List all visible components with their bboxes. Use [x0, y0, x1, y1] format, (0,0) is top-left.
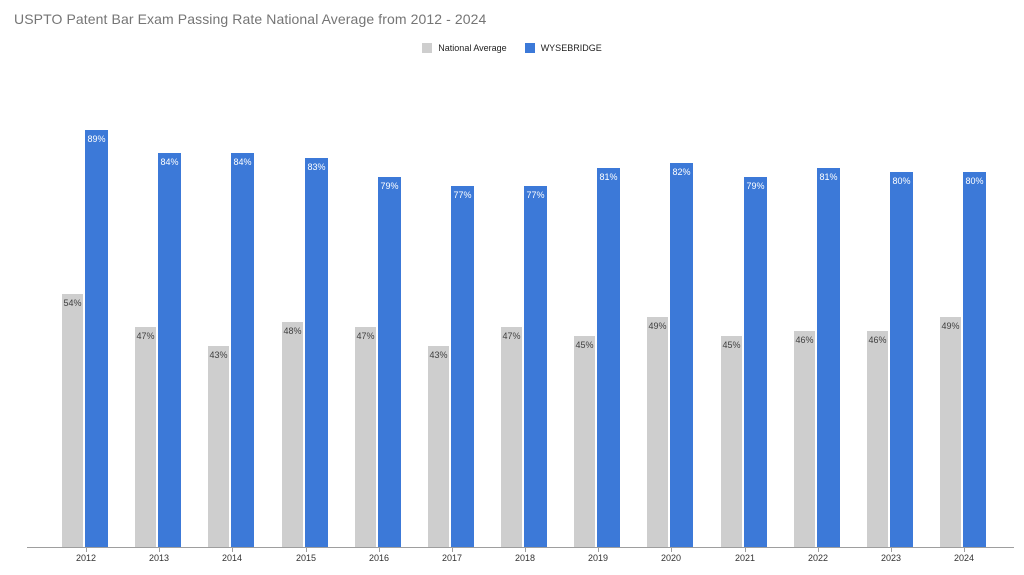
bar-value-label: 77%: [453, 190, 472, 200]
bar-national-average-2013[interactable]: 47%: [135, 327, 156, 547]
bar-value-label: 45%: [722, 340, 741, 350]
x-axis-tick: [964, 548, 965, 552]
bar-wysebridge-2022[interactable]: 81%: [817, 168, 840, 547]
bar-national-average-2022[interactable]: 46%: [794, 331, 815, 547]
bar-value-label: 48%: [283, 326, 302, 336]
x-axis-label-2024: 2024: [953, 553, 975, 563]
bar-value-label: 49%: [648, 321, 667, 331]
bar-national-average-2017[interactable]: 43%: [428, 346, 449, 547]
x-axis-tick: [525, 548, 526, 552]
bar-national-average-2016[interactable]: 47%: [355, 327, 376, 547]
legend-swatch-national-average-icon: [422, 43, 433, 53]
bar-value-label: 54%: [63, 298, 82, 308]
x-axis-line: [27, 547, 1014, 548]
bar-national-average-2012[interactable]: 54%: [62, 294, 83, 547]
x-axis-label-2020: 2020: [660, 553, 682, 563]
bar-national-average-2018[interactable]: 47%: [501, 327, 522, 547]
bar-wysebridge-2021[interactable]: 79%: [744, 177, 767, 547]
bar-wysebridge-2024[interactable]: 80%: [963, 172, 986, 547]
bar-wysebridge-2019[interactable]: 81%: [597, 168, 620, 547]
x-axis-tick: [891, 548, 892, 552]
bar-value-label: 49%: [941, 321, 960, 331]
x-axis-tick: [379, 548, 380, 552]
bar-wysebridge-2017[interactable]: 77%: [451, 186, 474, 547]
legend-swatch-wysebridge-icon: [524, 43, 535, 53]
x-axis-tick: [671, 548, 672, 552]
x-axis-tick: [452, 548, 453, 552]
x-axis-label-2017: 2017: [441, 553, 463, 563]
bar-value-label: 81%: [599, 172, 618, 182]
bar-national-average-2023[interactable]: 46%: [867, 331, 888, 547]
bar-value-label: 84%: [233, 157, 252, 167]
bar-value-label: 79%: [746, 181, 765, 191]
x-axis-tick: [598, 548, 599, 552]
x-axis-label-2012: 2012: [75, 553, 97, 563]
bar-wysebridge-2016[interactable]: 79%: [378, 177, 401, 547]
bar-value-label: 46%: [795, 335, 814, 345]
bar-national-average-2020[interactable]: 49%: [647, 317, 668, 547]
x-axis-tick: [306, 548, 307, 552]
bar-wysebridge-2020[interactable]: 82%: [670, 163, 693, 547]
legend: National Average WYSEBRIDGE: [0, 43, 1024, 53]
bar-value-label: 79%: [380, 181, 399, 191]
bar-wysebridge-2014[interactable]: 84%: [231, 153, 254, 547]
x-axis-tick: [818, 548, 819, 552]
x-axis-label-2023: 2023: [880, 553, 902, 563]
bar-national-average-2024[interactable]: 49%: [940, 317, 961, 547]
bar-value-label: 47%: [136, 331, 155, 341]
bar-value-label: 83%: [307, 162, 326, 172]
x-axis-label-2019: 2019: [587, 553, 609, 563]
x-axis-tick: [86, 548, 87, 552]
bar-national-average-2021[interactable]: 45%: [721, 336, 742, 547]
bar-wysebridge-2015[interactable]: 83%: [305, 158, 328, 547]
x-axis-label-2013: 2013: [148, 553, 170, 563]
bar-wysebridge-2013[interactable]: 84%: [158, 153, 181, 547]
x-axis-tick: [232, 548, 233, 552]
bar-value-label: 43%: [429, 350, 448, 360]
bar-value-label: 43%: [209, 350, 228, 360]
bar-national-average-2015[interactable]: 48%: [282, 322, 303, 547]
bar-value-label: 80%: [965, 176, 984, 186]
bar-national-average-2019[interactable]: 45%: [574, 336, 595, 547]
bar-value-label: 47%: [356, 331, 375, 341]
bar-value-label: 82%: [672, 167, 691, 177]
bar-wysebridge-2018[interactable]: 77%: [524, 186, 547, 547]
legend-item-wysebridge[interactable]: WYSEBRIDGE: [524, 43, 602, 53]
bar-value-label: 84%: [160, 157, 179, 167]
bar-value-label: 45%: [575, 340, 594, 350]
x-axis-label-2014: 2014: [221, 553, 243, 563]
x-axis-label-2016: 2016: [368, 553, 390, 563]
bar-value-label: 89%: [87, 134, 106, 144]
legend-label-wysebridge: WYSEBRIDGE: [540, 43, 602, 53]
bar-wysebridge-2023[interactable]: 80%: [890, 172, 913, 547]
x-axis-label-2021: 2021: [734, 553, 756, 563]
bar-value-label: 81%: [819, 172, 838, 182]
legend-item-national-average[interactable]: National Average: [422, 43, 507, 53]
bar-national-average-2014[interactable]: 43%: [208, 346, 229, 547]
x-axis-label-2022: 2022: [807, 553, 829, 563]
bar-value-label: 80%: [892, 176, 911, 186]
x-axis-label-2018: 2018: [514, 553, 536, 563]
bar-wysebridge-2012[interactable]: 89%: [85, 130, 108, 547]
x-axis-tick: [745, 548, 746, 552]
bar-value-label: 46%: [868, 335, 887, 345]
bar-value-label: 77%: [526, 190, 545, 200]
legend-label-national-average: National Average: [438, 43, 507, 53]
bar-value-label: 47%: [502, 331, 521, 341]
chart-title: USPTO Patent Bar Exam Passing Rate Natio…: [14, 11, 487, 27]
x-axis-tick: [159, 548, 160, 552]
x-axis-label-2015: 2015: [295, 553, 317, 563]
